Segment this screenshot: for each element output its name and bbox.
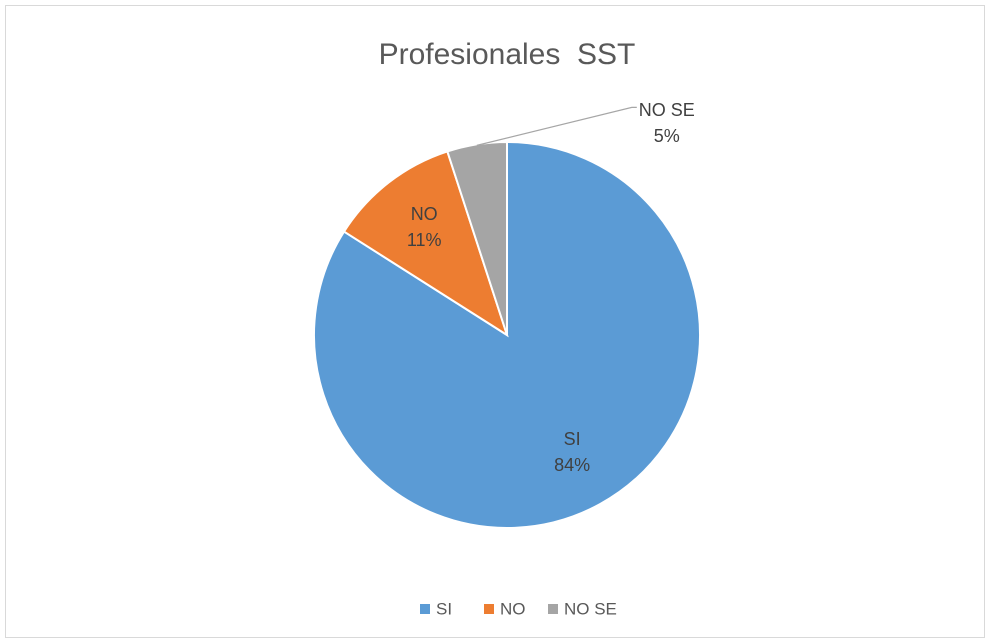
leader-line bbox=[476, 106, 637, 146]
data-label-name: NO SE bbox=[639, 100, 695, 120]
legend-label: NO SE bbox=[564, 599, 617, 618]
legend-swatch bbox=[484, 604, 494, 614]
data-label-value: 11% bbox=[407, 230, 442, 250]
pie-slice bbox=[446, 140, 508, 336]
data-label-value: 5% bbox=[654, 126, 680, 146]
pie-slice bbox=[342, 150, 509, 338]
legend-label: NO bbox=[500, 599, 526, 618]
chart-title: Profesionales SST bbox=[379, 38, 636, 71]
legend-swatch bbox=[548, 604, 558, 614]
legend-swatch bbox=[420, 604, 430, 614]
legend-label: SI bbox=[436, 599, 452, 618]
data-label-name: NO bbox=[411, 204, 438, 224]
data-label-name: SI bbox=[564, 429, 581, 449]
data-label-value: 84% bbox=[554, 455, 590, 475]
